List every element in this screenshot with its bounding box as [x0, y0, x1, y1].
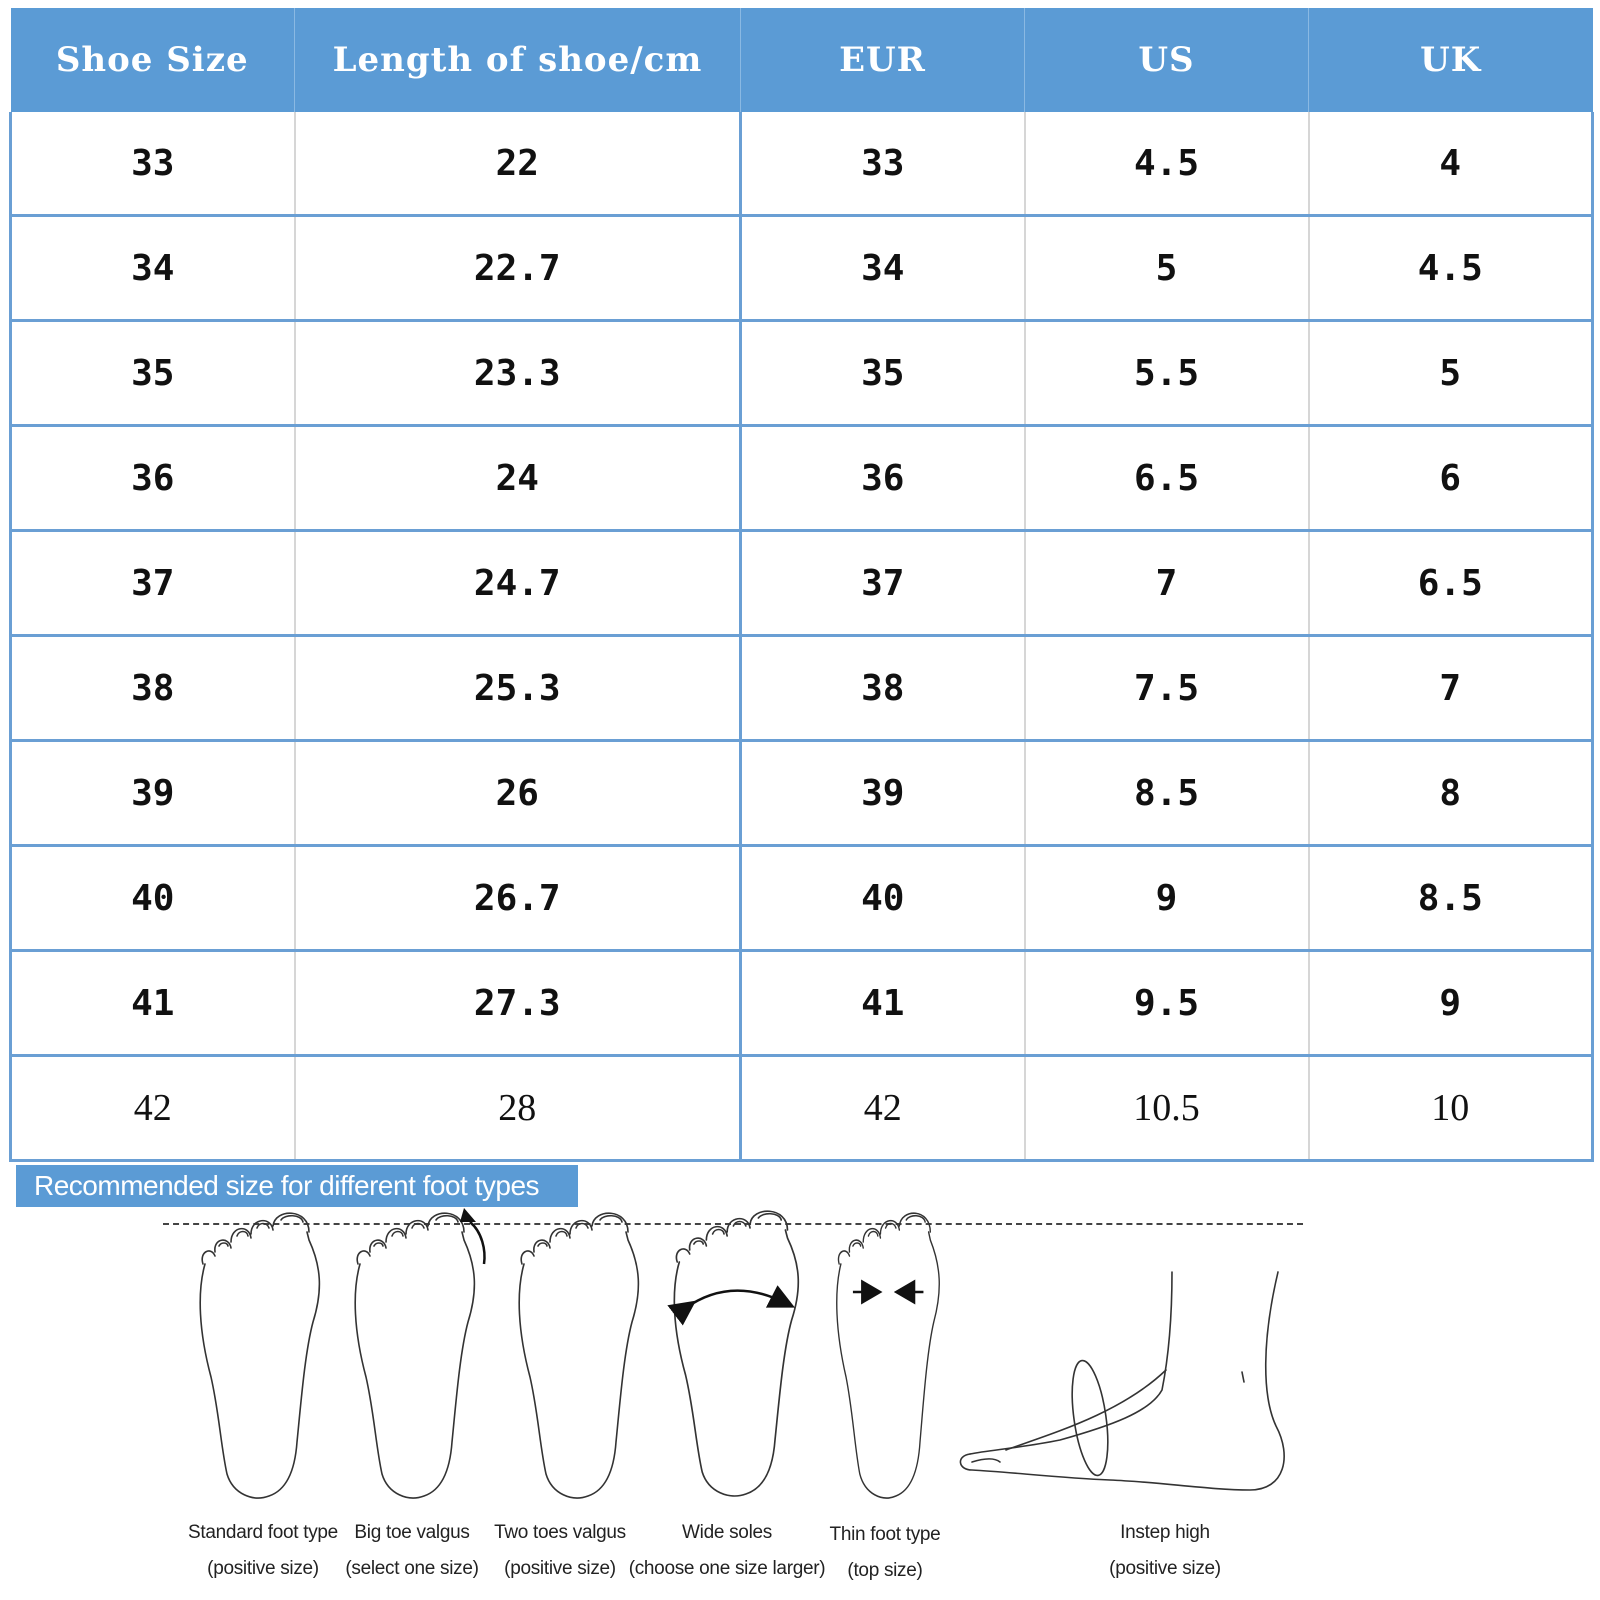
foot-type-advice: (positive size) [1109, 1558, 1221, 1579]
cell-uk: 9 [1308, 950, 1594, 1057]
cell-us: 6.5 [1024, 425, 1310, 532]
size-chart-header: Shoe Size Length of shoe/cm EUR US UK [10, 8, 1593, 112]
foot-type-advice: (positive size) [207, 1558, 319, 1579]
cell-uk: 7 [1308, 635, 1594, 742]
header-eur: EUR [740, 8, 1025, 112]
toe-guide-dashed-line [163, 1223, 1303, 1225]
table-row: 39 26 39 8.5 8 [9, 740, 1594, 847]
cell-eur: 42 [740, 1055, 1026, 1162]
header-us: US [1024, 8, 1309, 112]
cell-uk: 6 [1308, 425, 1594, 532]
cell-eur: 34 [740, 215, 1026, 322]
cell-length: 24.7 [294, 530, 742, 637]
foot-caption-big-toe-valgus: Big toe valgus (select one size) [302, 1515, 522, 1587]
cell-length: 25.3 [294, 635, 742, 742]
table-row: 36 24 36 6.5 6 [9, 425, 1594, 532]
cell-us: 7 [1024, 530, 1310, 637]
foot-caption-thin: Thin foot type (top size) [775, 1517, 995, 1589]
foot-wide-soles-icon [667, 1210, 800, 1497]
size-chart-body: 33 22 33 4.5 4 34 22.7 34 5 4.5 35 23.3 … [9, 112, 1594, 1162]
foot-two-toes-valgus-icon [518, 1212, 640, 1499]
cell-us: 5.5 [1024, 320, 1310, 427]
cell-shoe-size: 37 [9, 530, 296, 637]
cell-length: 28 [294, 1055, 742, 1162]
foot-big-toe-valgus-icon [354, 1208, 486, 1499]
cell-shoe-size: 35 [9, 320, 296, 427]
foot-type-name: Thin foot type [829, 1524, 941, 1545]
table-row: 33 22 33 4.5 4 [9, 112, 1594, 217]
foot-type-name: Two toes valgus [494, 1522, 626, 1543]
foot-type-advice: (choose one size larger) [628, 1558, 826, 1579]
cell-uk: 8.5 [1308, 845, 1594, 952]
cell-us: 7.5 [1024, 635, 1310, 742]
foot-caption-standard: Standard foot type (positive size) [153, 1515, 373, 1587]
cell-eur: 37 [740, 530, 1026, 637]
cell-us: 10.5 [1024, 1055, 1310, 1162]
cell-length: 26.7 [294, 845, 742, 952]
cell-shoe-size: 33 [9, 112, 296, 217]
cell-length: 22 [294, 112, 742, 217]
cell-shoe-size: 40 [9, 845, 296, 952]
cell-shoe-size: 42 [9, 1055, 296, 1162]
cell-eur: 38 [740, 635, 1026, 742]
foot-type-name: Wide soles [682, 1522, 772, 1543]
table-row: 35 23.3 35 5.5 5 [9, 320, 1594, 427]
cell-shoe-size: 38 [9, 635, 296, 742]
foot-caption-two-toes-valgus: Two toes valgus (positive size) [450, 1515, 670, 1587]
foot-type-advice: (positive size) [504, 1558, 616, 1579]
cell-eur: 40 [740, 845, 1026, 952]
foot-type-name: Standard foot type [188, 1522, 338, 1543]
header-uk: UK [1308, 8, 1593, 112]
foot-type-advice: (top size) [847, 1560, 923, 1581]
cell-uk: 5 [1308, 320, 1594, 427]
table-row: 40 26.7 40 9 8.5 [9, 845, 1594, 952]
cell-eur: 39 [740, 740, 1026, 847]
cell-us: 9 [1024, 845, 1310, 952]
table-row: 41 27.3 41 9.5 9 [9, 950, 1594, 1057]
foot-type-name: Instep high [1120, 1522, 1210, 1543]
foot-type-advice: (select one size) [345, 1558, 479, 1579]
cell-us: 4.5 [1024, 112, 1310, 217]
cell-shoe-size: 36 [9, 425, 296, 532]
foot-thin-icon [835, 1212, 941, 1499]
table-row: 37 24.7 37 7 6.5 [9, 530, 1594, 637]
cell-eur: 35 [740, 320, 1026, 427]
header-shoe-size: Shoe Size [10, 8, 295, 112]
cell-us: 5 [1024, 215, 1310, 322]
table-row: 38 25.3 38 7.5 7 [9, 635, 1594, 742]
foot-outline-icon [199, 1212, 321, 1499]
cell-eur: 41 [740, 950, 1026, 1057]
cell-length: 23.3 [294, 320, 742, 427]
cell-eur: 36 [740, 425, 1026, 532]
cell-shoe-size: 34 [9, 215, 296, 322]
cell-uk: 8 [1308, 740, 1594, 847]
cell-length: 26 [294, 740, 742, 847]
size-chart-table: Shoe Size Length of shoe/cm EUR US UK 33… [9, 8, 1594, 1162]
table-row: 42 28 42 10.5 10 [9, 1055, 1594, 1162]
cell-uk: 4.5 [1308, 215, 1594, 322]
cell-shoe-size: 39 [9, 740, 296, 847]
recommendation-banner: Recommended size for different foot type… [16, 1165, 578, 1207]
table-row: 34 22.7 34 5 4.5 [9, 215, 1594, 322]
cell-uk: 10 [1308, 1055, 1594, 1162]
foot-side-instep-icon [959, 1271, 1285, 1491]
foot-caption-instep-high: Instep high (positive size) [1055, 1515, 1275, 1587]
cell-length: 22.7 [294, 215, 742, 322]
cell-shoe-size: 41 [9, 950, 296, 1057]
cell-length: 27.3 [294, 950, 742, 1057]
cell-us: 8.5 [1024, 740, 1310, 847]
cell-eur: 33 [740, 112, 1026, 217]
foot-caption-wide-soles: Wide soles (choose one size larger) [617, 1515, 837, 1587]
cell-us: 9.5 [1024, 950, 1310, 1057]
cell-uk: 6.5 [1308, 530, 1594, 637]
foot-type-name: Big toe valgus [354, 1522, 470, 1543]
cell-uk: 4 [1308, 112, 1594, 217]
foot-types-illustration [199, 1208, 1285, 1499]
cell-length: 24 [294, 425, 742, 532]
header-length: Length of shoe/cm [294, 8, 741, 112]
